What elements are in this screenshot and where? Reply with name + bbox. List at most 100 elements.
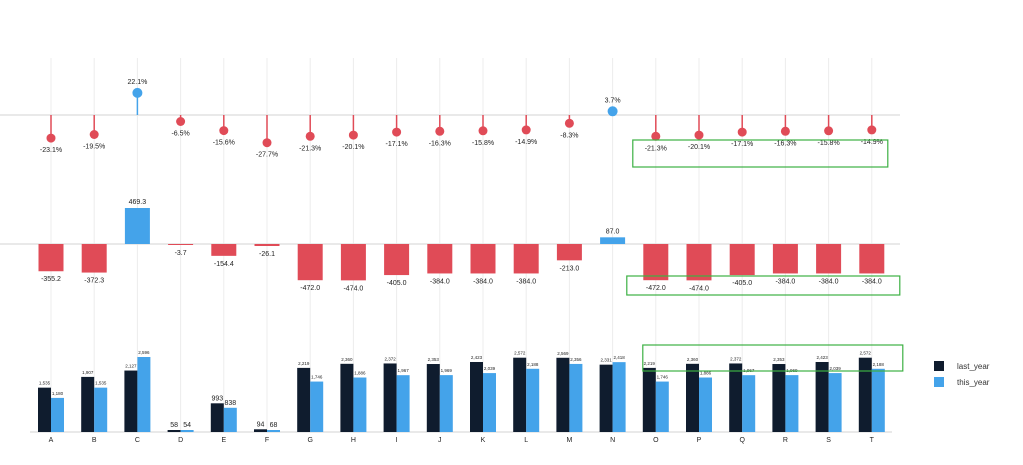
legend-swatch-last-year — [934, 361, 944, 371]
bar-this-year-N — [612, 362, 626, 432]
lollipop-dot-E — [219, 126, 229, 136]
bar-this-year-B — [94, 387, 108, 432]
x-tick-A: A — [49, 437, 54, 444]
bar-label-last-year-F: 94 — [257, 421, 265, 428]
bar-label-last-year-H: 2,360 — [341, 357, 353, 362]
bar-this-year-D — [180, 430, 194, 432]
bar-last-year-E — [210, 403, 224, 432]
diff-bar-N — [600, 237, 626, 244]
diff-label-J: -384.0 — [430, 278, 450, 285]
bar-last-year-C — [124, 370, 138, 432]
lollipop-label-I: -17.1% — [386, 141, 408, 148]
lollipop-label-M: -8.3% — [560, 132, 578, 139]
bar-label-last-year-S: 2,423 — [816, 355, 828, 360]
bar-this-year-O — [655, 381, 669, 432]
bar-last-year-Q — [729, 363, 743, 432]
x-tick-I: I — [396, 437, 398, 444]
bar-label-this-year-K: 2,039 — [484, 366, 496, 371]
lollipop-label-C: 22.1% — [127, 79, 147, 86]
bar-this-year-H — [353, 377, 367, 432]
bar-label-last-year-C: 2,127 — [125, 364, 137, 369]
bar-label-this-year-M: 2,356 — [570, 357, 582, 362]
diff-bar-I — [384, 244, 410, 276]
lollipop-dot-P — [694, 130, 704, 140]
diff-bar-R — [772, 244, 798, 274]
lollipop-dot-K — [478, 126, 488, 136]
bar-label-this-year-J: 1,969 — [441, 368, 453, 373]
bar-label-this-year-T: 2,188 — [873, 362, 885, 367]
x-tick-H: H — [351, 437, 356, 444]
lollipop-label-B: -19.5% — [83, 144, 105, 151]
diff-bar-L — [513, 244, 539, 274]
x-tick-Q: Q — [739, 437, 745, 444]
bar-last-year-G — [297, 367, 311, 432]
bar-label-last-year-D: 58 — [170, 422, 178, 429]
bar-last-year-N — [599, 364, 613, 432]
legend-label-last-year: last_year — [957, 362, 990, 371]
lollipop-dot-H — [348, 130, 358, 140]
bar-label-this-year-I: 1,967 — [397, 368, 409, 373]
x-tick-J: J — [438, 437, 442, 444]
diff-label-R: -384.0 — [775, 278, 795, 285]
bar-last-year-I — [383, 363, 397, 432]
diff-label-C: 469.3 — [129, 199, 147, 206]
bar-last-year-D — [167, 430, 181, 432]
bar-label-last-year-L: 2,572 — [514, 351, 526, 356]
bar-label-last-year-T: 2,572 — [860, 351, 872, 356]
absolute-change-bar-chart: -355.2 -372.3 469.3 -3.7 -154.4 -26.1 -472.0 -4… — [0, 199, 900, 292]
lollipop-label-G: -21.3% — [299, 145, 321, 152]
bar-this-year-L — [526, 368, 540, 432]
diff-bar-C — [124, 208, 150, 244]
lollipop-dot-I — [392, 127, 402, 137]
diff-bar-P — [686, 244, 712, 281]
diff-label-G: -472.0 — [300, 285, 320, 292]
bar-label-this-year-E: 838 — [224, 400, 236, 407]
lollipop-label-K: -15.8% — [472, 140, 494, 147]
lollipop-label-E: -15.6% — [213, 140, 235, 147]
diff-bar-T — [859, 244, 885, 274]
diff-bar-H — [340, 244, 366, 281]
lollipop-label-A: -23.1% — [40, 147, 62, 154]
bar-label-last-year-P: 2,360 — [687, 357, 699, 362]
bar-label-last-year-E: 993 — [211, 395, 223, 402]
lollipop-label-L: -14.9% — [515, 139, 537, 146]
bar-label-this-year-C: 2,596 — [138, 350, 150, 355]
diff-label-D: -3.7 — [175, 250, 187, 257]
x-tick-T: T — [870, 437, 875, 444]
bar-last-year-M — [556, 357, 570, 432]
lollipop-dot-F — [262, 138, 272, 148]
bar-this-year-C — [137, 357, 151, 432]
bar-this-year-R — [785, 375, 799, 432]
x-tick-K: K — [481, 437, 486, 444]
diff-label-Q: -405.0 — [732, 280, 752, 287]
bar-label-this-year-D: 54 — [183, 422, 191, 429]
bar-last-year-S — [815, 361, 829, 432]
bar-this-year-M — [569, 363, 583, 432]
bar-this-year-G — [310, 381, 324, 432]
lollipop-label-J: -16.3% — [429, 140, 451, 147]
bar-this-year-I — [396, 375, 410, 432]
bar-label-this-year-H: 1,886 — [354, 371, 366, 376]
bar-label-last-year-J: 2,353 — [428, 357, 440, 362]
bar-last-year-A — [38, 387, 51, 432]
bar-last-year-R — [772, 364, 786, 432]
bar-this-year-Q — [742, 375, 756, 432]
lollipop-label-H: -20.1% — [342, 144, 364, 151]
percent-change-lollipop-chart: -23.1% -19.5% 22.1% -6.5% -15.6% -27.7% -21.3%… — [0, 79, 900, 159]
legend-swatch-this-year — [934, 377, 944, 387]
yearly-comparison-bar-chart: 1,535 1,907 2,127 58 993 94 2,219 2,360 2,372 2,3… — [30, 350, 892, 444]
diff-label-P: -474.0 — [689, 285, 709, 292]
diff-bar-M — [556, 244, 582, 261]
bar-label-this-year-O: 1,746 — [657, 375, 669, 380]
bar-label-last-year-A: 1,535 — [39, 381, 51, 386]
bar-label-last-year-I: 2,372 — [384, 356, 396, 361]
bar-this-year-P — [699, 377, 712, 432]
legend: last_year this_year — [934, 361, 990, 387]
bar-last-year-K — [470, 361, 483, 432]
bar-last-year-J — [426, 364, 440, 432]
diff-label-I: -405.0 — [387, 280, 407, 287]
diff-bar-B — [81, 244, 107, 273]
diff-label-H: -474.0 — [343, 285, 363, 292]
bar-label-last-year-R: 2,353 — [773, 357, 785, 362]
diff-label-K: -384.0 — [473, 278, 493, 285]
